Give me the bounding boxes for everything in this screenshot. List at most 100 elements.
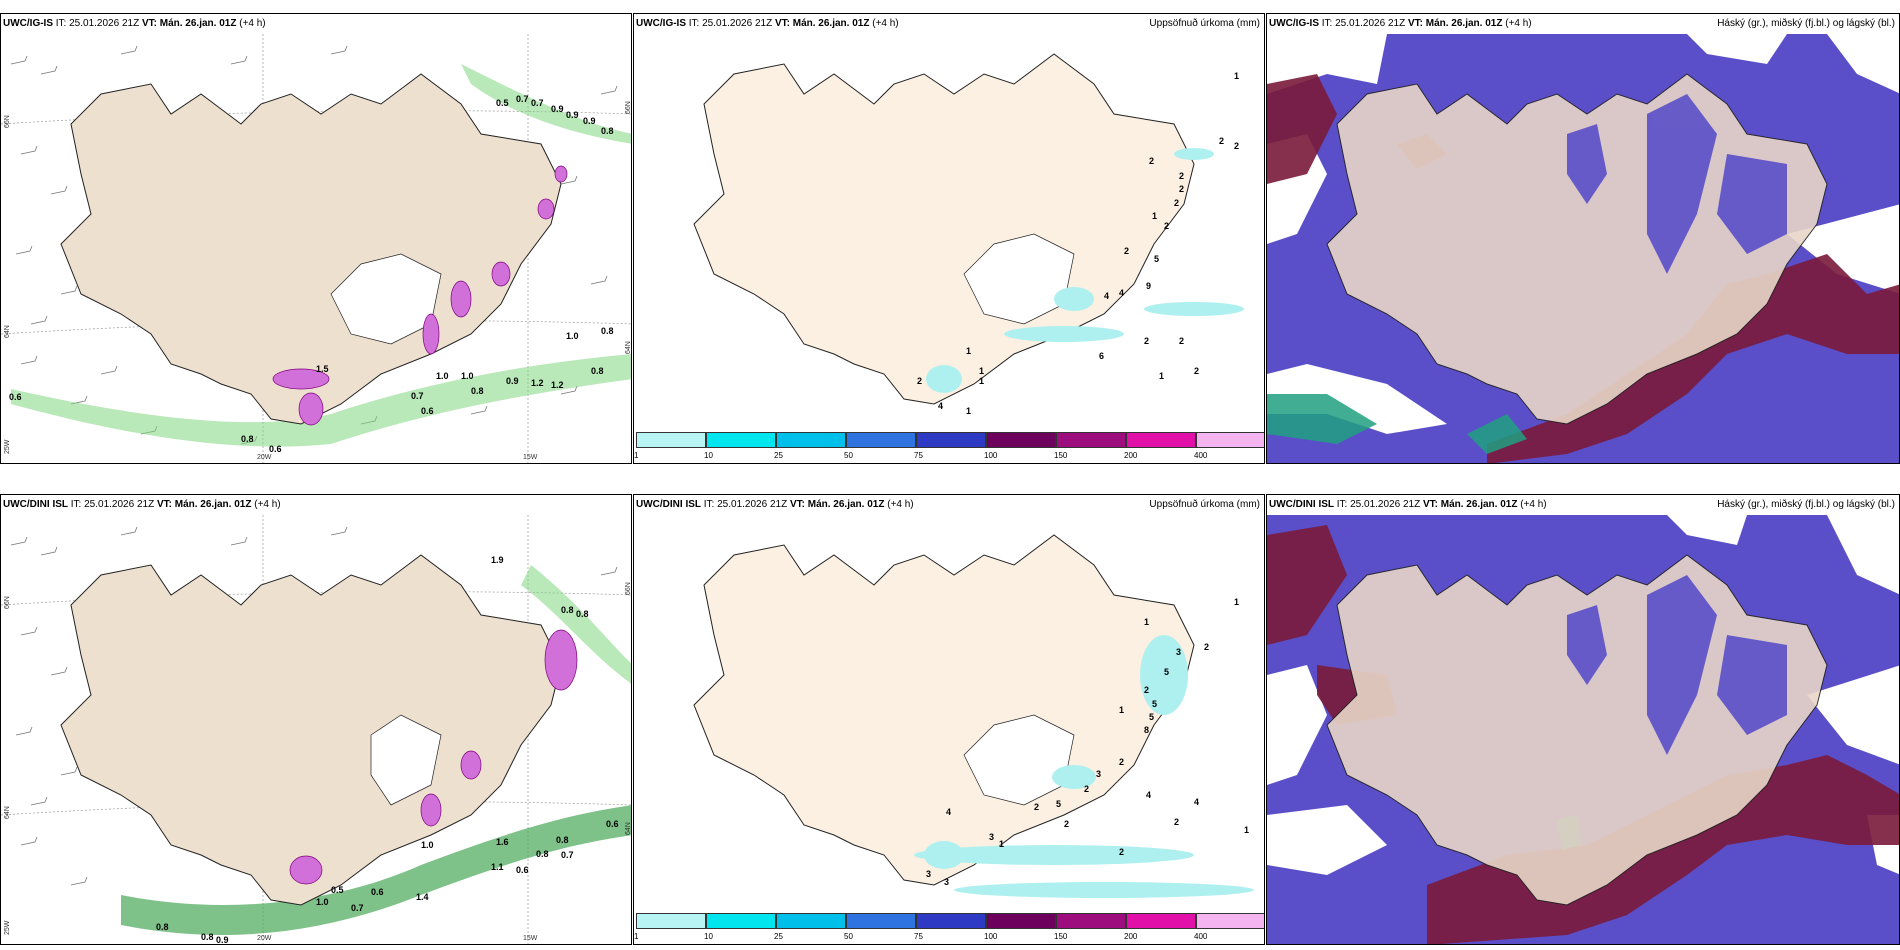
svg-text:1.0: 1.0 bbox=[316, 897, 329, 907]
panel-dini-precip: UWC/DINI ISL IT: 25.01.2026 21Z VT: Mán.… bbox=[633, 494, 1265, 945]
svg-text:0.6: 0.6 bbox=[606, 819, 619, 829]
lat-label-64: 64N bbox=[4, 806, 11, 819]
svg-text:2: 2 bbox=[1174, 817, 1179, 827]
svg-text:3: 3 bbox=[1176, 647, 1181, 657]
svg-text:2: 2 bbox=[1119, 757, 1124, 767]
legend-cell bbox=[1196, 913, 1264, 929]
precip-title: Uppsöfnuð úrkoma (mm) bbox=[1149, 499, 1260, 510]
svg-text:0.8: 0.8 bbox=[156, 922, 169, 932]
wind-value-labels: 1.9 0.8 0.8 0.6 0.8 0.7 0.8 1.0 0.6 0.7 … bbox=[156, 555, 619, 944]
green-band bbox=[121, 805, 631, 935]
legend-tick: 200 bbox=[1124, 932, 1138, 941]
precip-legend bbox=[636, 432, 1264, 450]
lon-label-15w: 15W bbox=[523, 935, 538, 942]
legend-cell bbox=[636, 432, 706, 448]
svg-text:2: 2 bbox=[1084, 784, 1089, 794]
svg-text:1: 1 bbox=[966, 406, 971, 416]
svg-text:5: 5 bbox=[1154, 254, 1159, 264]
svg-text:1.2: 1.2 bbox=[551, 380, 564, 390]
svg-text:1.1: 1.1 bbox=[491, 862, 504, 872]
precip-value-labels: 1 2 2 2 2 2 2 1 2 2 5 9 4 4 1 1 1 2 6 2 … bbox=[917, 71, 1239, 416]
legend-cell bbox=[986, 913, 1056, 929]
legend-tick: 10 bbox=[704, 932, 713, 941]
svg-text:3: 3 bbox=[989, 832, 994, 842]
lat-label-bottom: 25W bbox=[4, 439, 11, 454]
svg-text:3: 3 bbox=[1096, 769, 1101, 779]
legend-cell bbox=[846, 913, 916, 929]
svg-text:4: 4 bbox=[1119, 288, 1124, 298]
svg-text:4: 4 bbox=[1194, 797, 1199, 807]
right-lat-66: 66N bbox=[625, 582, 632, 595]
svg-text:2: 2 bbox=[1124, 246, 1129, 256]
svg-text:6: 6 bbox=[1099, 351, 1104, 361]
wind-value-labels: 0.5 0.7 0.7 0.9 0.9 0.9 0.8 1.0 0.8 0.8 … bbox=[9, 94, 614, 454]
svg-text:2: 2 bbox=[1149, 156, 1154, 166]
svg-text:3: 3 bbox=[944, 877, 949, 887]
svg-text:2: 2 bbox=[1234, 141, 1239, 151]
svg-text:1.0: 1.0 bbox=[436, 371, 449, 381]
legend-cell bbox=[916, 432, 986, 448]
panel-header: UWC/IG-IS IT: 25.01.2026 21Z VT: Mán. 26… bbox=[636, 18, 899, 29]
legend-tick: 1 bbox=[634, 932, 639, 941]
svg-text:1: 1 bbox=[979, 366, 984, 376]
svg-text:4: 4 bbox=[1146, 790, 1151, 800]
svg-text:1: 1 bbox=[979, 376, 984, 386]
svg-text:0.8: 0.8 bbox=[561, 605, 574, 615]
legend-cell bbox=[986, 432, 1056, 448]
lon-label-20w: 20W bbox=[257, 935, 272, 942]
svg-text:0.9: 0.9 bbox=[583, 116, 596, 126]
svg-text:0.7: 0.7 bbox=[531, 98, 544, 108]
legend-tick: 100 bbox=[984, 932, 998, 941]
svg-text:2: 2 bbox=[917, 376, 922, 386]
precip-title: Uppsöfnuð úrkoma (mm) bbox=[1149, 18, 1260, 29]
panel-header: UWC/DINI ISL IT: 25.01.2026 21Z VT: Mán.… bbox=[1269, 499, 1547, 510]
legend-tick: 400 bbox=[1194, 451, 1208, 460]
panel-header: UWC/IG-IS IT: 25.01.2026 21Z VT: Mán. 26… bbox=[3, 18, 266, 29]
svg-text:5: 5 bbox=[1056, 799, 1061, 809]
svg-text:1: 1 bbox=[1234, 597, 1239, 607]
green-band bbox=[11, 354, 631, 447]
svg-text:8: 8 bbox=[1144, 725, 1149, 735]
svg-text:2: 2 bbox=[1204, 642, 1209, 652]
cloud-map bbox=[1267, 515, 1899, 944]
svg-text:9: 9 bbox=[1146, 281, 1151, 291]
lat-label-66: 66N bbox=[4, 115, 11, 128]
svg-text:2: 2 bbox=[1144, 336, 1149, 346]
legend-cell bbox=[776, 913, 846, 929]
svg-text:0.7: 0.7 bbox=[516, 94, 529, 104]
precip-map: 1 1 2 3 5 2 5 5 8 1 2 3 2 5 4 4 2 1 2 2 … bbox=[693, 534, 1254, 898]
precip-legend bbox=[636, 913, 1264, 931]
svg-text:0.8: 0.8 bbox=[601, 326, 614, 336]
svg-text:0.5: 0.5 bbox=[331, 885, 344, 895]
legend-cell bbox=[916, 913, 986, 929]
svg-text:0.8: 0.8 bbox=[201, 932, 214, 942]
legend-cell bbox=[1126, 913, 1196, 929]
legend-cell bbox=[1056, 432, 1126, 448]
svg-text:0.8: 0.8 bbox=[576, 609, 589, 619]
panel-ig-precip: UWC/IG-IS IT: 25.01.2026 21Z VT: Mán. 26… bbox=[633, 13, 1265, 464]
right-lat-64: 64N bbox=[625, 341, 632, 354]
legend-tick: 200 bbox=[1124, 451, 1138, 460]
panel-header: UWC/IG-IS IT: 25.01.2026 21Z VT: Mán. 26… bbox=[1269, 18, 1532, 29]
precip-blobs bbox=[272, 165, 568, 426]
legend-cell bbox=[706, 432, 776, 448]
precip-map: 1 2 2 2 2 2 2 1 2 2 5 9 4 4 1 1 1 2 6 2 … bbox=[693, 53, 1244, 416]
legend-cell bbox=[776, 432, 846, 448]
svg-text:2: 2 bbox=[1064, 819, 1069, 829]
svg-text:1: 1 bbox=[1159, 371, 1164, 381]
svg-text:4: 4 bbox=[946, 807, 951, 817]
svg-text:1: 1 bbox=[966, 346, 971, 356]
wind-map: 1.9 0.8 0.8 0.6 0.8 0.7 0.8 1.0 0.6 0.7 … bbox=[1, 515, 631, 944]
svg-text:2: 2 bbox=[1144, 685, 1149, 695]
svg-text:1: 1 bbox=[999, 839, 1004, 849]
legend-cell bbox=[1196, 432, 1264, 448]
lon-label-20w: 20W bbox=[257, 454, 272, 461]
svg-text:2: 2 bbox=[1174, 198, 1179, 208]
panel-dini-wind: UWC/DINI ISL IT: 25.01.2026 21Z VT: Mán.… bbox=[0, 494, 632, 945]
right-lat-64: 64N bbox=[625, 822, 632, 835]
svg-text:1: 1 bbox=[1119, 705, 1124, 715]
svg-text:1: 1 bbox=[1234, 71, 1239, 81]
precip-value-labels: 1 1 2 3 5 2 5 5 8 1 2 3 2 5 4 4 2 1 2 2 … bbox=[926, 597, 1249, 887]
svg-text:5: 5 bbox=[1149, 712, 1154, 722]
svg-text:0.7: 0.7 bbox=[411, 391, 424, 401]
